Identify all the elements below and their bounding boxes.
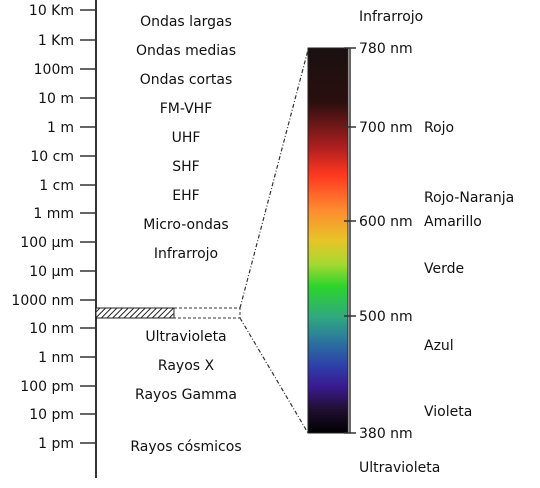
visible-band-marker-outline bbox=[173, 307, 241, 319]
scale-label: 1 cm bbox=[39, 178, 74, 194]
band-labels: Ondas largas Ondas medias Ondas cortas FM-V… bbox=[130, 14, 241, 455]
wavelength-label: 780 nm bbox=[359, 41, 413, 57]
band-label: SHF bbox=[172, 159, 199, 175]
scale-label: 1 pm bbox=[38, 436, 74, 452]
color-name-label: Rojo bbox=[424, 120, 454, 136]
wavelength-label: 500 nm bbox=[359, 309, 413, 325]
wavelength-label: 380 nm bbox=[359, 426, 413, 442]
color-labels: Rojo Rojo-Naranja Amarillo Verde Azul Violeta bbox=[424, 120, 514, 420]
wavelength-ticks bbox=[344, 47, 356, 434]
band-label: Micro-ondas bbox=[143, 217, 228, 233]
ultraviolet-bottom-label: Ultravioleta bbox=[359, 460, 440, 476]
scale-label: 10 nm bbox=[29, 321, 74, 337]
color-name-label: Rojo-Naranja bbox=[424, 190, 514, 206]
scale-label: 10 pm bbox=[29, 407, 74, 423]
visible-band-marker bbox=[95, 307, 175, 319]
band-label: Ondas medias bbox=[136, 43, 236, 59]
band-label: Ondas largas bbox=[140, 14, 232, 30]
band-label: Ondas cortas bbox=[140, 72, 232, 88]
band-label: Rayos Gamma bbox=[135, 387, 237, 403]
color-name-label: Verde bbox=[424, 261, 464, 277]
scale-label: 10 µm bbox=[29, 264, 74, 280]
infrared-top-label: Infrarrojo bbox=[359, 9, 423, 25]
scale-label: 10 cm bbox=[30, 149, 74, 165]
scale-label: 10 m bbox=[38, 91, 74, 107]
color-name-label: Amarillo bbox=[424, 214, 482, 230]
band-label: Ultravioleta bbox=[145, 329, 226, 345]
connector-line-top bbox=[239, 49, 309, 309]
scale-label: 100 pm bbox=[20, 379, 74, 395]
band-label: Rayos X bbox=[158, 358, 215, 374]
scale-label: 1 Km bbox=[38, 33, 74, 49]
scale-labels: 10 Km 1 Km 100m 10 m 1 m 10 cm 1 cm 1 mm 100 µm 1… bbox=[11, 3, 74, 452]
scale-label: 100 µm bbox=[20, 235, 74, 251]
scale-ticks bbox=[80, 9, 96, 444]
scale-label: 100m bbox=[34, 62, 74, 78]
scale-label: 1 mm bbox=[33, 206, 74, 222]
band-label: Infrarrojo bbox=[154, 246, 218, 262]
wavelength-label: 700 nm bbox=[359, 120, 413, 136]
color-name-label: Violeta bbox=[424, 404, 472, 420]
band-label: Rayos cósmicos bbox=[130, 439, 241, 455]
wavelength-labels: 780 nm 700 nm 600 nm 500 nm 380 nm bbox=[359, 41, 413, 442]
wavelength-label: 600 nm bbox=[359, 214, 413, 230]
band-label: UHF bbox=[172, 130, 201, 146]
band-label: FM-VHF bbox=[160, 101, 213, 117]
scale-label: 1 m bbox=[47, 120, 74, 136]
scale-label: 10 Km bbox=[29, 3, 74, 19]
scale-label: 1000 nm bbox=[11, 293, 74, 309]
connector-line-bottom bbox=[239, 317, 309, 434]
scale-label: 1 nm bbox=[38, 350, 74, 366]
visible-spectrum-bar bbox=[307, 47, 349, 434]
band-label: EHF bbox=[172, 188, 199, 204]
color-name-label: Azul bbox=[424, 338, 454, 354]
